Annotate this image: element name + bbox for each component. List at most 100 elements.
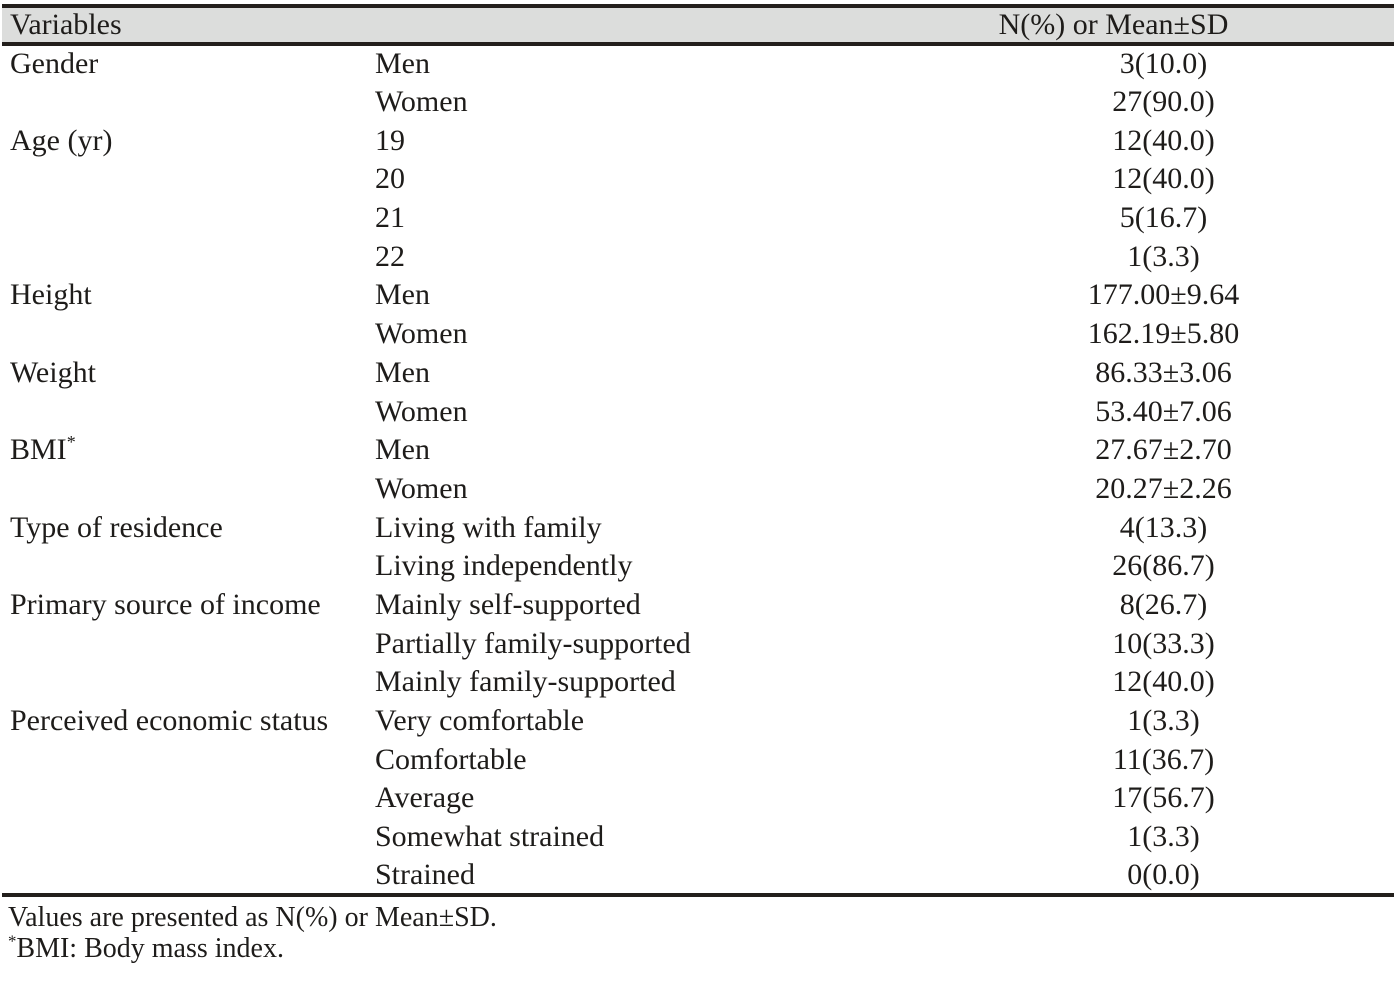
variable-cell xyxy=(2,624,375,663)
value-label: 86.33±3.06 xyxy=(1095,355,1232,389)
table-footnotes: Values are presented as N(%) or Mean±SD.… xyxy=(8,902,1396,964)
footnote-bmi-note: *BMI: Body mass index. xyxy=(8,933,1396,964)
value-label: 1(3.3) xyxy=(1127,239,1200,273)
value-label: 17(56.7) xyxy=(1112,781,1215,815)
category-label: Men xyxy=(375,433,430,467)
category-label: Comfortable xyxy=(375,742,527,776)
table-row: Women 20.27±2.26 xyxy=(2,470,1394,509)
variable-label: Perceived economic status xyxy=(10,704,329,738)
table-header: Variables N(%) or Mean±SD xyxy=(2,6,1394,46)
category-label: Living with family xyxy=(375,510,602,544)
header-variables-label: Variables xyxy=(2,6,933,46)
category-label: 21 xyxy=(375,201,405,235)
variable-cell xyxy=(2,856,375,895)
value-label: 10(33.3) xyxy=(1112,626,1215,660)
category-label: Mainly self-supported xyxy=(375,587,641,621)
variable-cell xyxy=(2,779,375,818)
category-label: Women xyxy=(375,471,468,505)
table-row: Primary source of income Mainly self-sup… xyxy=(2,586,1394,625)
category-label: Strained xyxy=(375,857,475,891)
value-label: 0(0.0) xyxy=(1127,857,1200,891)
table-row: 21 5(16.7) xyxy=(2,199,1394,238)
category-label: Men xyxy=(375,278,430,312)
value-label: 27.67±2.70 xyxy=(1095,433,1232,467)
table-row: Women 53.40±7.06 xyxy=(2,392,1394,431)
table-row: 22 1(3.3) xyxy=(2,237,1394,276)
footnote-bmi-text: BMI: Body mass index. xyxy=(16,933,284,965)
table-row: Strained 0(0.0) xyxy=(2,856,1394,895)
variable-cell xyxy=(2,470,375,509)
variable-label: Gender xyxy=(10,47,99,81)
variable-cell: Age (yr) xyxy=(2,121,375,160)
category-label: 22 xyxy=(375,239,405,273)
variable-label: BMI xyxy=(10,433,67,467)
table-row: Age (yr) 19 12(40.0) xyxy=(2,121,1394,160)
value-label: 5(16.7) xyxy=(1119,201,1208,235)
value-label: 20.27±2.26 xyxy=(1095,471,1232,505)
variable-cell: Gender xyxy=(2,44,375,83)
table-row: Partially family-supported 10(33.3) xyxy=(2,624,1394,663)
category-label: Mainly family-supported xyxy=(375,665,676,699)
variable-cell xyxy=(2,818,375,857)
table-row: Mainly family-supported 12(40.0) xyxy=(2,663,1394,702)
variable-cell xyxy=(2,237,375,276)
table-row: Perceived economic status Very comfortab… xyxy=(2,702,1394,741)
category-label: Very comfortable xyxy=(375,704,585,738)
variable-label: Age (yr) xyxy=(10,123,113,157)
table-row: Gender Men 3(10.0) xyxy=(2,44,1394,83)
table-header-row: Variables N(%) or Mean±SD xyxy=(2,6,1394,46)
table-row: Type of residence Living with family 4(1… xyxy=(2,508,1394,547)
value-label: 12(40.0) xyxy=(1112,162,1215,196)
table-row: Somewhat strained 1(3.3) xyxy=(2,818,1394,857)
category-label: Men xyxy=(375,47,430,81)
footnote-asterisk: * xyxy=(8,931,17,951)
table-body: Gender Men 3(10.0) Women 27(90.0) Age (y… xyxy=(2,44,1394,895)
variable-cell xyxy=(2,740,375,779)
value-label: 1(3.3) xyxy=(1127,704,1200,738)
category-label: Women xyxy=(375,394,468,428)
value-label: 11(36.7) xyxy=(1112,742,1215,776)
category-label: Women xyxy=(375,85,468,119)
variable-cell xyxy=(2,663,375,702)
category-label: 20 xyxy=(375,162,405,196)
category-label: Partially family-supported xyxy=(375,626,691,660)
variable-cell xyxy=(2,160,375,199)
variable-cell: BMI* xyxy=(2,431,375,470)
table-row: Weight Men 86.33±3.06 xyxy=(2,354,1394,393)
header-value-label: N(%) or Mean±SD xyxy=(933,6,1394,46)
variable-cell: Perceived economic status xyxy=(2,702,375,741)
demographics-table: Variables N(%) or Mean±SD Gender Men 3(1… xyxy=(2,4,1394,898)
variable-cell: Primary source of income xyxy=(2,586,375,625)
variable-asterisk: * xyxy=(66,432,76,453)
variable-label: Weight xyxy=(10,355,96,389)
category-label: Living independently xyxy=(375,549,633,583)
value-label: 8(26.7) xyxy=(1119,587,1208,621)
value-label: 1(3.3) xyxy=(1127,820,1200,854)
variable-label: Height xyxy=(10,278,92,312)
variable-label: Primary source of income xyxy=(10,587,321,621)
variable-cell xyxy=(2,315,375,354)
category-label: Average xyxy=(375,781,475,815)
variable-cell: Type of residence xyxy=(2,508,375,547)
value-label: 26(86.7) xyxy=(1112,549,1215,583)
category-label: Somewhat strained xyxy=(375,820,605,854)
variable-label: Type of residence xyxy=(10,510,223,544)
variable-cell xyxy=(2,199,375,238)
variable-cell: Weight xyxy=(2,354,375,393)
table-row: Average 17(56.7) xyxy=(2,779,1394,818)
value-label: 162.19±5.80 xyxy=(1087,317,1240,351)
table-row: 20 12(40.0) xyxy=(2,160,1394,199)
table-row: Height Men 177.00±9.64 xyxy=(2,276,1394,315)
table-row: Women 27(90.0) xyxy=(2,83,1394,122)
value-label: 3(10.0) xyxy=(1119,47,1208,81)
table-row: BMI* Men 27.67±2.70 xyxy=(2,431,1394,470)
variable-cell: Height xyxy=(2,276,375,315)
category-label: Men xyxy=(375,355,430,389)
variable-cell xyxy=(2,83,375,122)
category-label: 19 xyxy=(375,123,405,157)
value-label: 27(90.0) xyxy=(1112,85,1215,119)
value-label: 177.00±9.64 xyxy=(1087,278,1240,312)
table-row: Living independently 26(86.7) xyxy=(2,547,1394,586)
value-label: 4(13.3) xyxy=(1119,510,1208,544)
value-label: 53.40±7.06 xyxy=(1095,394,1232,428)
